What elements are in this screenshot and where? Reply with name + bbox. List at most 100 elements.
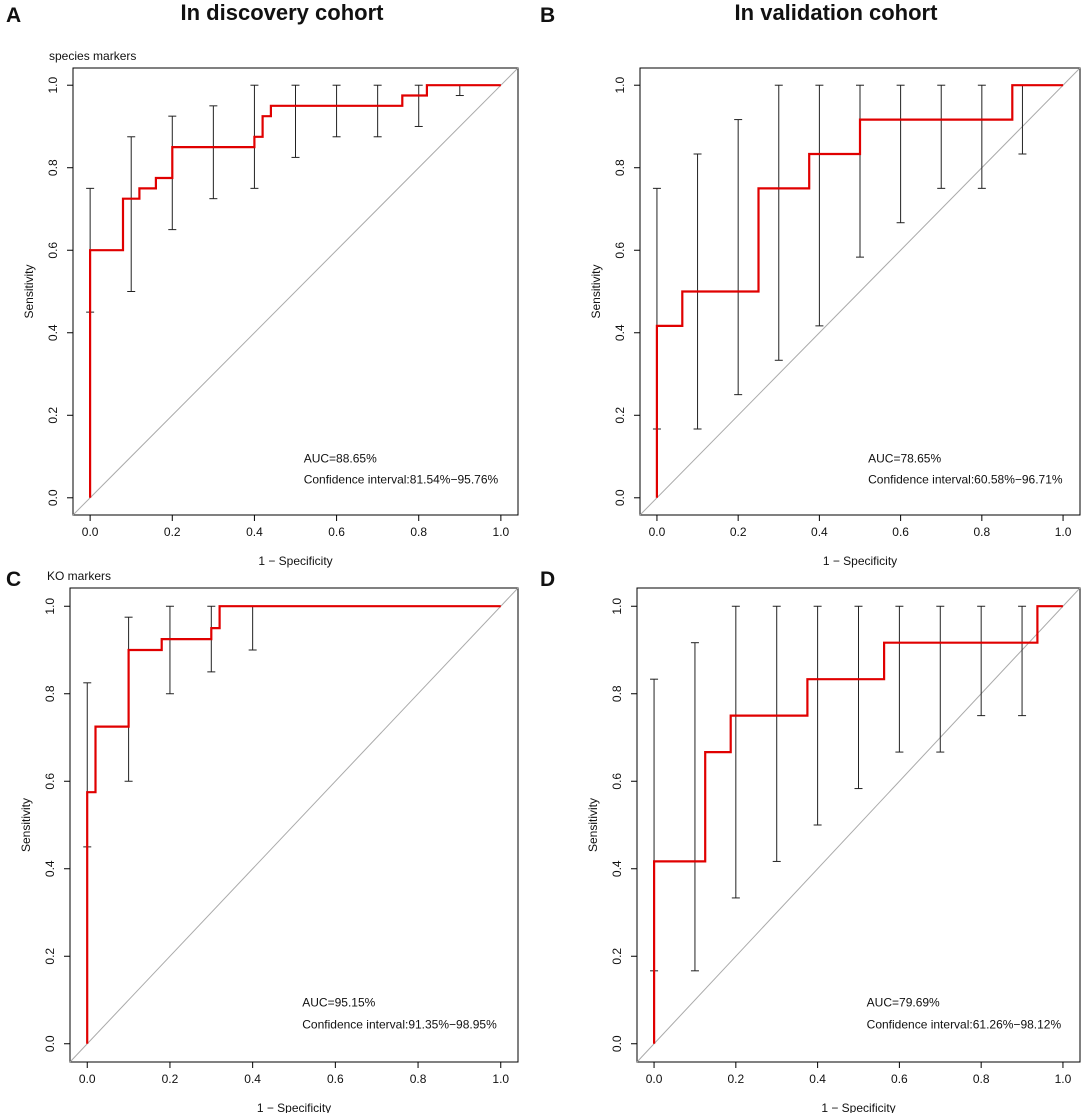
ci-label: Confidence interval:81.54%−95.76%	[304, 472, 499, 486]
ci-whisker	[248, 605, 257, 651]
y-axis-title: Sensitivity	[22, 264, 36, 318]
x-axis-title: 1 − Specificity	[258, 554, 332, 568]
x-tick-label: 0.4	[809, 1072, 826, 1086]
x-axis-title: 1 − Specificity	[823, 554, 897, 568]
ci-whisker	[1018, 605, 1027, 717]
ci-whisker	[815, 84, 824, 327]
ci-whisker	[373, 84, 382, 138]
y-tick-label: 0.2	[46, 407, 60, 424]
ci-whisker	[896, 84, 905, 224]
x-tick-label: 0.0	[649, 525, 666, 539]
ci-whiskers	[86, 84, 464, 313]
x-tick-label: 0.2	[164, 525, 181, 539]
x-tick-label: 0.6	[327, 1072, 344, 1086]
panel-letter: D	[540, 568, 555, 591]
ci-whisker	[977, 84, 986, 189]
x-tick-label: 0.8	[410, 525, 427, 539]
diagonal-reference-line	[72, 67, 519, 516]
diagonal-reference-line	[636, 587, 1081, 1063]
y-tick-label: 0.2	[610, 948, 624, 965]
roc-curve	[652, 605, 1063, 1044]
ci-whisker	[856, 84, 864, 258]
x-tick-label: 0.8	[973, 525, 990, 539]
panel-letter: B	[540, 4, 555, 27]
y-tick-label: 0.2	[43, 948, 57, 965]
ci-whisker	[936, 605, 945, 753]
ci-whisker	[127, 136, 136, 292]
x-tick-label: 0.4	[244, 1072, 261, 1086]
x-tick-label: 1.0	[1055, 1072, 1072, 1086]
ci-label: Confidence interval:60.58%−96.71%	[868, 472, 1063, 486]
x-axis: 0.0 0.2 0.4 0.6 0.8 1.0	[82, 514, 510, 539]
column-title-validation: In validation cohort	[735, 0, 939, 25]
ci-label: Confidence interval:91.35%−98.95%	[302, 1017, 497, 1031]
y-axis-title: Sensitivity	[589, 264, 603, 318]
y-tick-label: 0.6	[43, 773, 57, 790]
panel-subtitle: species markers	[49, 49, 136, 63]
ci-whisker	[772, 605, 781, 862]
ci-whisker	[165, 605, 174, 695]
diagonal-reference-line	[639, 67, 1081, 516]
auc-label: AUC=78.65%	[868, 452, 941, 466]
ci-whisker	[774, 84, 783, 361]
y-axis-title: Sensitivity	[586, 798, 600, 852]
y-tick-label: 0.2	[613, 407, 627, 424]
y-tick-label: 0.4	[46, 324, 60, 341]
ci-whisker	[209, 105, 218, 200]
ci-whisker	[895, 605, 904, 753]
y-axis-title: Sensitivity	[19, 798, 33, 852]
panel-subtitle: KO markers	[47, 569, 111, 583]
ci-whisker	[937, 84, 946, 189]
y-tick-label: 0.8	[43, 685, 57, 702]
y-tick-label: 1.0	[613, 77, 627, 94]
x-axis: 0.0 0.2 0.4 0.6 0.8 1.0	[646, 1061, 1072, 1086]
x-tick-label: 0.8	[973, 1072, 990, 1086]
y-tick-label: 0.4	[43, 860, 57, 877]
ci-whisker	[1018, 84, 1027, 155]
y-tick-label: 1.0	[610, 598, 624, 615]
x-axis: 0.0 0.2 0.4 0.6 0.8 1.0	[79, 1061, 509, 1086]
y-tick-label: 1.0	[46, 77, 60, 94]
ci-whisker	[977, 605, 986, 717]
y-axis: 0.0 0.2 0.4 0.6 0.8 1.0	[613, 77, 641, 506]
ci-whisker	[291, 84, 300, 158]
y-tick-label: 0.0	[43, 1035, 57, 1052]
x-tick-label: 0.0	[79, 1072, 96, 1086]
x-tick-label: 0.2	[727, 1072, 744, 1086]
x-tick-label: 0.4	[811, 525, 828, 539]
x-tick-label: 0.6	[328, 525, 345, 539]
roc-curve	[86, 605, 501, 1044]
ci-whisker	[854, 605, 863, 790]
y-axis: 0.0 0.2 0.4 0.6 0.8 1.0	[43, 598, 71, 1052]
x-tick-label: 0.8	[410, 1072, 427, 1086]
ci-whisker	[731, 605, 740, 899]
y-tick-label: 0.8	[610, 685, 624, 702]
panel-c: C KO markers 0.0 0.2 0.4 0.6 0.8 1.0 1 − Specifi…	[6, 568, 519, 1113]
auc-label: AUC=79.69%	[867, 996, 940, 1010]
panel-letter: A	[6, 4, 21, 27]
x-axis: 0.0 0.2 0.4 0.6 0.8 1.0	[649, 514, 1072, 539]
y-tick-label: 0.4	[613, 324, 627, 341]
x-tick-label: 1.0	[493, 525, 510, 539]
diagonal-reference-line	[69, 587, 519, 1063]
y-tick-label: 1.0	[43, 598, 57, 615]
y-tick-label: 0.6	[46, 242, 60, 259]
ci-whisker	[690, 642, 699, 972]
ci-whiskers	[83, 605, 464, 848]
x-axis-title: 1 − Specificity	[257, 1101, 331, 1113]
ci-label: Confidence interval:61.26%−98.12%	[867, 1017, 1062, 1031]
roc-curve	[88, 84, 501, 498]
x-tick-label: 0.0	[646, 1072, 663, 1086]
y-tick-label: 0.6	[613, 242, 627, 259]
panel-b: B 0.0 0.2 0.4 0.6 0.8 1.0 1 − Specificity 0.0 0.2…	[540, 4, 1081, 568]
ci-whisker	[734, 119, 743, 396]
ci-whiskers	[650, 605, 1027, 972]
x-tick-label: 0.2	[162, 1072, 179, 1086]
y-tick-label: 0.6	[610, 773, 624, 790]
x-tick-label: 0.0	[82, 525, 99, 539]
ci-whisker	[414, 84, 423, 127]
ci-whisker	[332, 84, 341, 138]
y-tick-label: 0.0	[610, 1035, 624, 1052]
auc-label: AUC=95.15%	[302, 996, 375, 1010]
